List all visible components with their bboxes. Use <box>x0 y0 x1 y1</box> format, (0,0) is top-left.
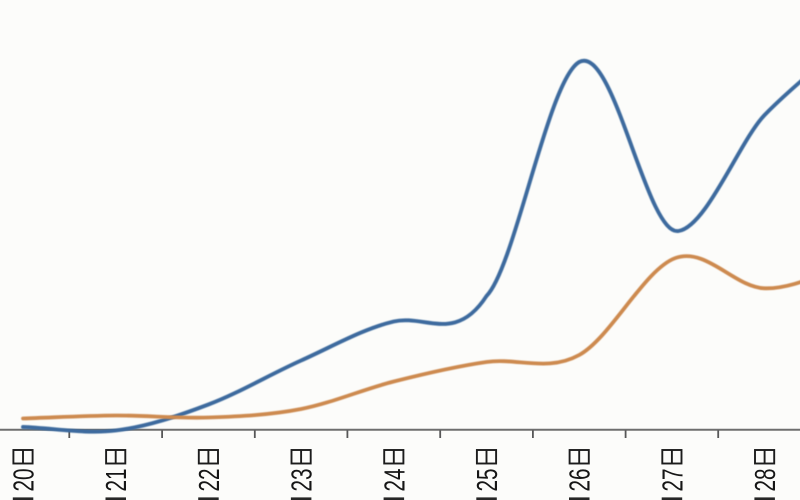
svg-text:20: 20 <box>8 468 40 491</box>
svg-text:27: 27 <box>657 468 689 491</box>
svg-text:21: 21 <box>101 468 133 491</box>
svg-text:22: 22 <box>194 468 226 491</box>
svg-text:28: 28 <box>750 468 782 491</box>
svg-text:25: 25 <box>472 468 504 491</box>
svg-text:26: 26 <box>565 468 597 491</box>
svg-text:23: 23 <box>286 468 318 491</box>
svg-text:24: 24 <box>379 468 411 491</box>
